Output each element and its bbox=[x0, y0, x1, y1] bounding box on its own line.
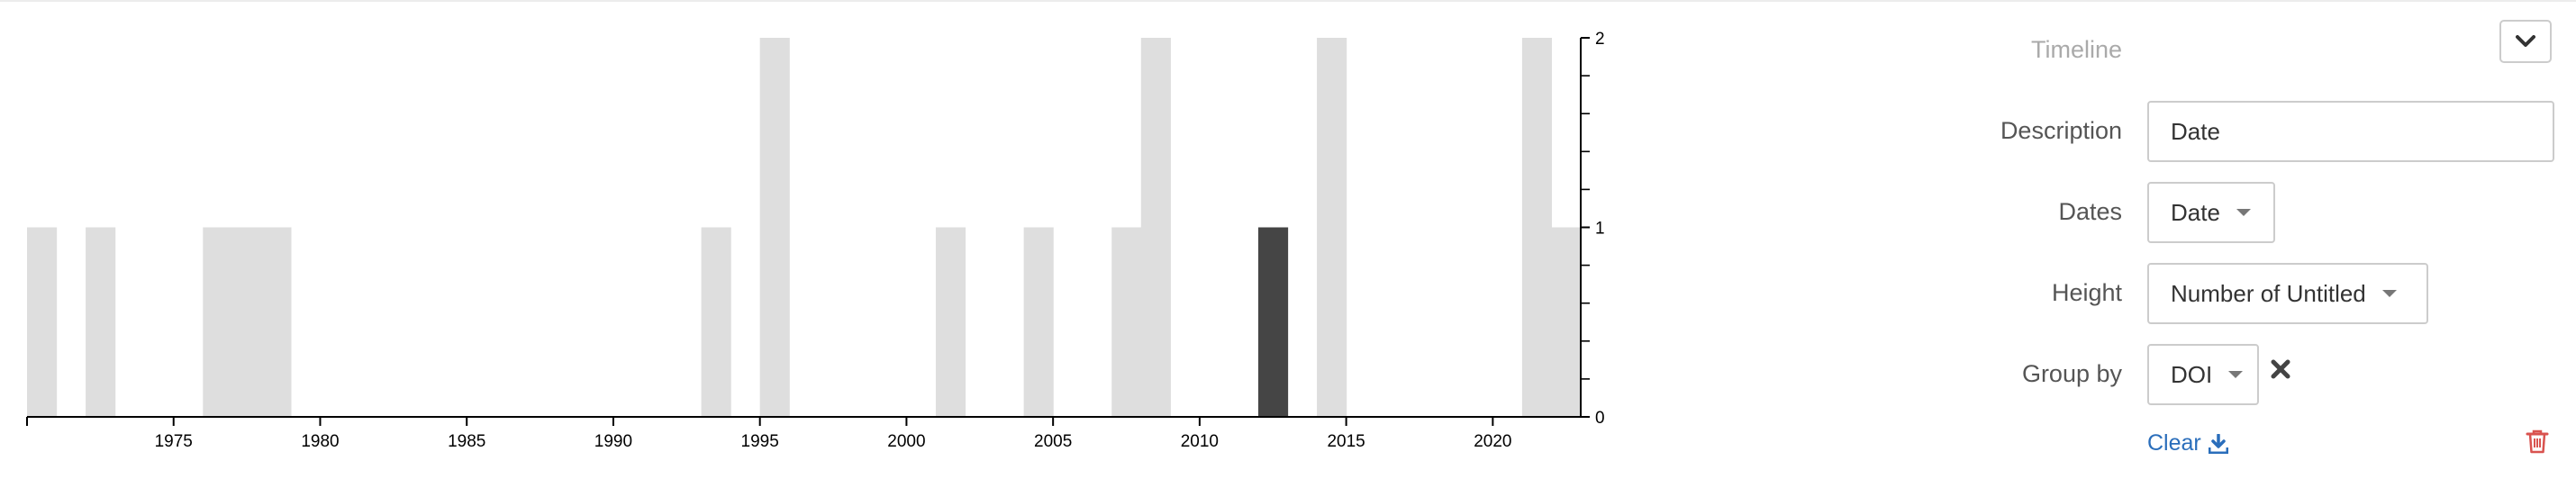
bar bbox=[261, 227, 292, 417]
bar bbox=[27, 227, 58, 417]
caret-down-icon bbox=[2228, 371, 2244, 378]
bar bbox=[1551, 227, 1582, 417]
x-tick-label: 1985 bbox=[448, 432, 485, 451]
clear-link[interactable]: Clear bbox=[2147, 430, 2228, 456]
close-icon bbox=[2271, 359, 2290, 379]
y-tick-label: 0 bbox=[1595, 409, 1605, 428]
bar bbox=[1140, 38, 1171, 417]
bar bbox=[86, 227, 116, 417]
x-tick-label: 1995 bbox=[741, 432, 779, 451]
clear-label: Clear bbox=[2147, 430, 2201, 456]
delete-timeline-button[interactable] bbox=[2526, 429, 2549, 458]
dates-select[interactable]: Date bbox=[2147, 182, 2275, 243]
bar bbox=[203, 227, 233, 417]
caret-down-icon bbox=[2236, 209, 2251, 216]
groupby-label: Group by bbox=[2021, 360, 2122, 387]
collapse-button[interactable] bbox=[2499, 20, 2552, 63]
height-value: Number of Untitled bbox=[2171, 279, 2366, 307]
caret-down-icon bbox=[2381, 290, 2397, 297]
bar bbox=[1521, 38, 1553, 417]
x-tick-label: 1990 bbox=[594, 432, 632, 451]
description-value: Date bbox=[2171, 117, 2220, 145]
y-tick-label: 2 bbox=[1595, 30, 1605, 49]
x-tick-label: 2020 bbox=[1474, 432, 1511, 451]
x-tick-label: 2015 bbox=[1327, 432, 1365, 451]
chevron-down-icon bbox=[2516, 35, 2535, 47]
timeline-chart: 1975 1980 1985 1990 1995 2000 2005 2010 2015 2020… bbox=[26, 30, 1605, 451]
bar bbox=[1111, 227, 1142, 417]
x-tick-label: 2005 bbox=[1034, 432, 1072, 451]
groupby-value: DOI bbox=[2171, 360, 2213, 388]
bar bbox=[935, 227, 966, 417]
bar bbox=[1023, 227, 1054, 417]
x-tick-label: 2000 bbox=[887, 432, 925, 451]
bar-highlighted bbox=[1257, 227, 1289, 417]
height-select[interactable]: Number of Untitled bbox=[2147, 263, 2428, 324]
bar bbox=[1317, 38, 1347, 417]
dates-label: Dates bbox=[2058, 198, 2122, 225]
bar bbox=[231, 227, 262, 417]
top-divider bbox=[0, 0, 2576, 2]
x-tick-label: 2010 bbox=[1181, 432, 1219, 451]
trash-icon bbox=[2526, 429, 2549, 454]
x-tick-label: 1975 bbox=[155, 432, 193, 451]
timeline-chart-svg: 1975 1980 1985 1990 1995 2000 2005 2010 2015 2020… bbox=[26, 30, 1605, 451]
bar bbox=[759, 38, 790, 417]
groupby-select[interactable]: DOI bbox=[2147, 344, 2259, 405]
y-tick-label: 1 bbox=[1595, 220, 1605, 239]
description-label: Description bbox=[2000, 117, 2122, 144]
timeline-settings-panel: Timeline Description Date Dates Date Hei… bbox=[1937, 0, 2576, 479]
dates-value: Date bbox=[2171, 198, 2220, 226]
description-input[interactable]: Date bbox=[2147, 101, 2554, 162]
remove-groupby-button[interactable] bbox=[2270, 357, 2291, 387]
panel-title: Timeline bbox=[2030, 36, 2122, 63]
download-icon bbox=[2208, 433, 2228, 454]
bar bbox=[701, 227, 731, 417]
height-label: Height bbox=[2051, 279, 2122, 306]
x-tick-label: 1980 bbox=[301, 432, 339, 451]
